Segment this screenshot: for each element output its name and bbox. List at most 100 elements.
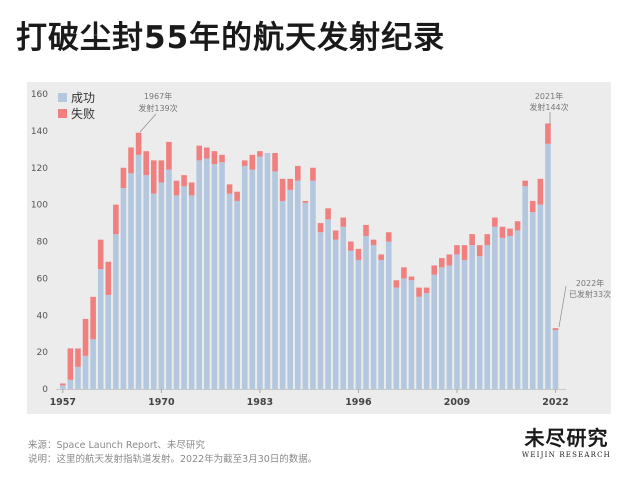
annotation-year-2022: 2022年	[576, 278, 604, 288]
brand-name-en: WEIJIN RESEARCH	[521, 451, 611, 459]
bar-success-1961	[90, 339, 96, 389]
x-tick-label: 2009	[444, 397, 470, 408]
bar-success-1987	[287, 189, 293, 389]
bar-success-2021	[545, 143, 551, 389]
bar-failure-1988	[294, 165, 301, 181]
legend: 成功 失败	[58, 91, 95, 121]
bar-failure-1958	[67, 348, 74, 380]
x-tick-label: 1957	[50, 397, 76, 408]
bar-failure-2015	[499, 226, 506, 238]
footer-source: 来源：Space Launch Report、未尽研究	[28, 440, 205, 451]
bar-success-1996	[355, 259, 362, 389]
bar-success-2004	[416, 296, 422, 389]
annotation-text-2021: 发射144次	[529, 102, 568, 112]
bar-failure-1960	[82, 318, 89, 356]
y-tick-label: 0	[42, 385, 48, 395]
bar-failure-2009	[454, 245, 460, 255]
bar-success-1992	[325, 219, 331, 389]
bar-success-1957	[60, 385, 66, 389]
bar-failure-1977	[211, 151, 218, 165]
x-axis: 1957 1970 1983 1996 2009 2022	[50, 389, 569, 408]
bar-failure-1999	[378, 254, 384, 260]
bar-failure-1980	[234, 191, 240, 201]
bar-failure-2011	[469, 234, 475, 246]
bar-failure-2019	[529, 200, 536, 212]
bar-success-1968	[143, 175, 149, 389]
bar-failure-1997	[363, 224, 369, 236]
legend-swatch-failure	[58, 109, 67, 118]
annotation-leader-1967	[139, 113, 157, 133]
bar-success-2018	[522, 186, 528, 389]
bar-failure-2016	[507, 228, 513, 236]
bar-failure-2010	[461, 245, 468, 260]
bar-failure-1993	[332, 230, 339, 240]
bar-success-1972	[173, 195, 180, 389]
bar-failure-1972	[173, 180, 180, 196]
annotation-text-2022: 已发射33次	[569, 289, 611, 299]
annotation-text-1967: 发射139次	[138, 103, 177, 113]
bar-success-1988	[294, 180, 301, 389]
bar-failure-1971	[166, 141, 172, 170]
x-tick-label: 1983	[247, 397, 273, 408]
bar-failure-2001	[393, 280, 400, 288]
bar-success-1960	[82, 355, 89, 389]
bar-success-2008	[446, 265, 453, 389]
bar-failure-1968	[143, 151, 149, 176]
footer-note: 说明：这里的航天发射指轨道发射。2022年为截至3月30日的数据。	[28, 454, 318, 465]
bar-failure-1990	[310, 167, 316, 181]
bar-failure-2006	[431, 265, 438, 275]
bar-success-1980	[234, 200, 240, 389]
x-tick-label: 1996	[345, 397, 372, 408]
bar-success-1963	[105, 294, 112, 389]
bar-failure-1995	[348, 241, 354, 251]
bar-success-1993	[332, 239, 339, 389]
bar-failure-2020	[537, 178, 544, 205]
y-axis: 0 20 40 60 80 100 120 140 160	[31, 90, 566, 395]
bar-success-1997	[363, 235, 369, 389]
bar-failure-1979	[226, 184, 233, 194]
bar-failure-1959	[75, 348, 81, 367]
bar-failure-1986	[279, 178, 286, 201]
bar-failure-2003	[408, 276, 415, 281]
legend-label-failure: 失败	[71, 106, 95, 121]
y-tick-label: 40	[37, 311, 49, 321]
bar-success-1989	[302, 202, 309, 389]
bar-success-1974	[188, 195, 195, 389]
bar-failure-2012	[476, 245, 483, 257]
bar-success-1966	[128, 173, 134, 389]
y-tick-label: 120	[31, 164, 48, 174]
bar-success-1984	[264, 153, 271, 389]
bar-failure-2002	[401, 267, 407, 279]
bar-failure-1989	[302, 200, 309, 203]
bar-success-1971	[166, 169, 172, 389]
bar-failure-1983	[257, 151, 263, 157]
bar-success-1959	[75, 366, 81, 389]
bar-success-2002	[401, 278, 407, 389]
bar-success-1986	[279, 200, 286, 389]
bar-failure-1994	[340, 217, 347, 227]
bar-success-1979	[226, 193, 233, 389]
bar-failure-2018	[522, 180, 528, 187]
bar-success-2006	[431, 274, 438, 389]
bar-success-1998	[370, 245, 377, 389]
bar-success-1965	[120, 188, 127, 389]
bar-success-2017	[514, 230, 521, 389]
annotation-leader-2022	[558, 285, 567, 328]
bar-success-1999	[378, 259, 384, 389]
bar-failure-2022	[552, 328, 559, 330]
bar-failure-1981	[241, 160, 248, 166]
bar-success-1994	[340, 226, 347, 389]
bar-failure-2017	[514, 221, 521, 231]
y-tick-label: 60	[37, 274, 49, 284]
bar-failure-1965	[120, 167, 127, 189]
bar-failure-1966	[128, 147, 134, 174]
bar-success-1985	[272, 171, 278, 389]
bar-success-2020	[537, 204, 544, 389]
bar-failure-2013	[484, 234, 491, 246]
bar-success-2011	[469, 245, 475, 389]
bar-failure-1985	[272, 153, 278, 172]
x-tick-label: 1970	[148, 397, 175, 408]
bar-failure-2005	[423, 287, 430, 294]
bar-failure-1973	[181, 175, 187, 187]
